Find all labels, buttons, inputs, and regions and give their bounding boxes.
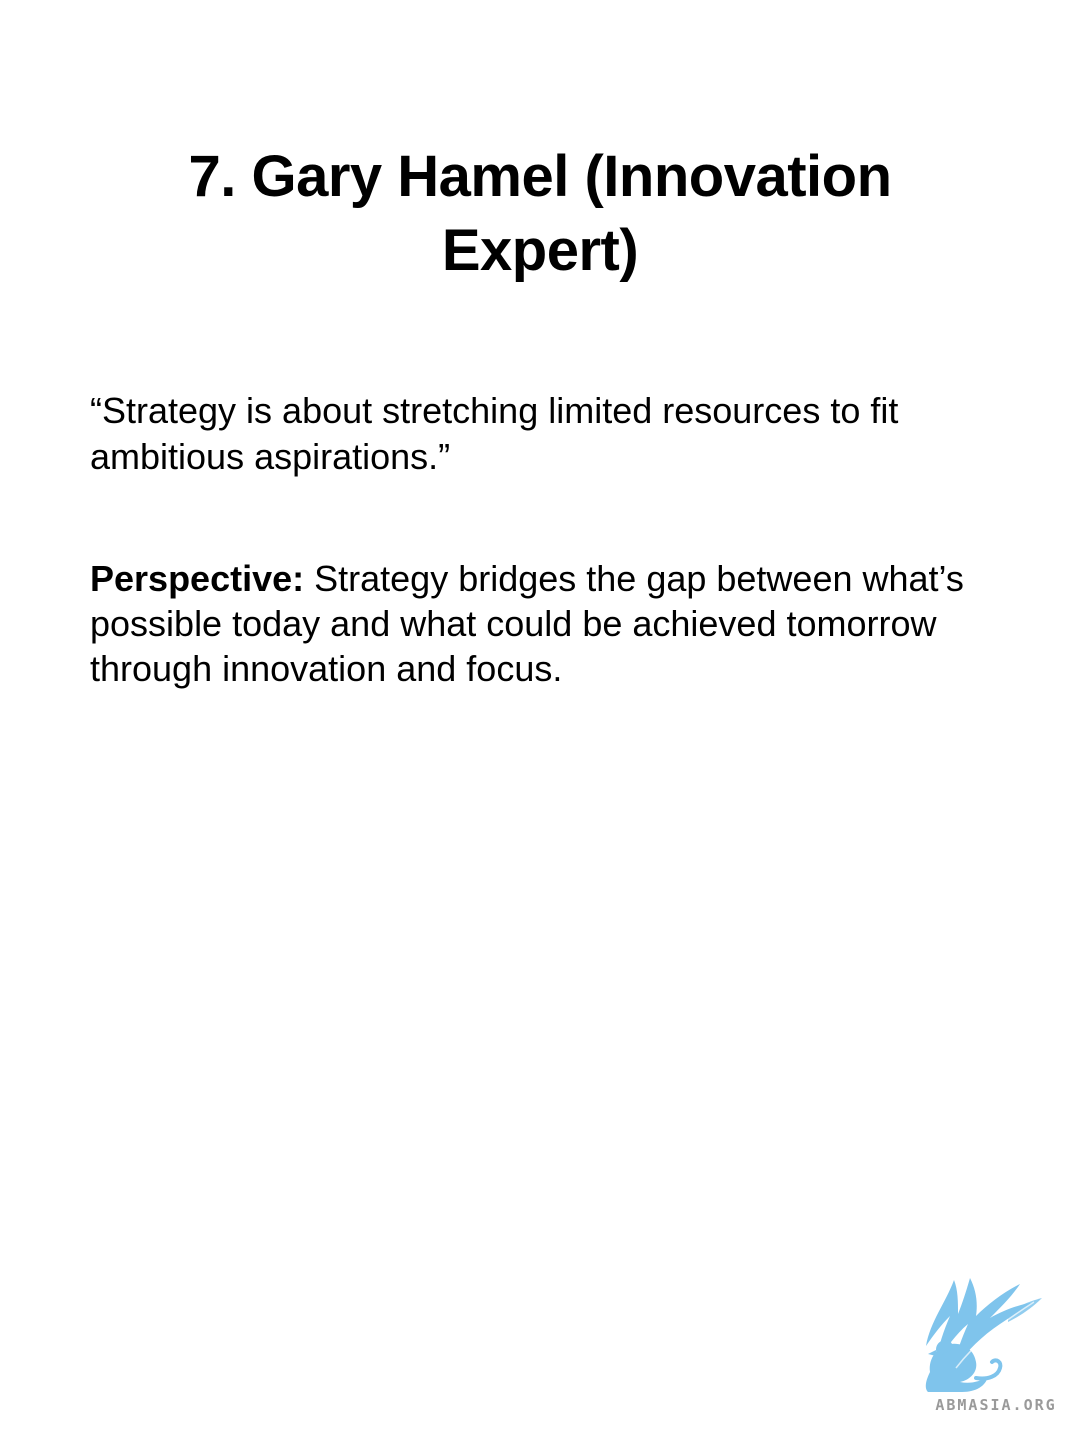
griffin-quill-logo-icon [925,1278,1042,1392]
perspective-text: Strategy bridges the gap between what’s … [90,558,964,689]
logo-text: ABMASIA.ORG [935,1396,1057,1414]
perspective-paragraph: Perspective: Strategy bridges the gap be… [90,556,1000,691]
perspective-label: Perspective: [90,558,305,599]
brand-logo: ABMASIA.ORG [916,1272,1076,1422]
quote-text: “Strategy is about stretching limited re… [90,390,899,477]
page-title: 7. Gary Hamel (Innovation Expert) [188,144,892,283]
